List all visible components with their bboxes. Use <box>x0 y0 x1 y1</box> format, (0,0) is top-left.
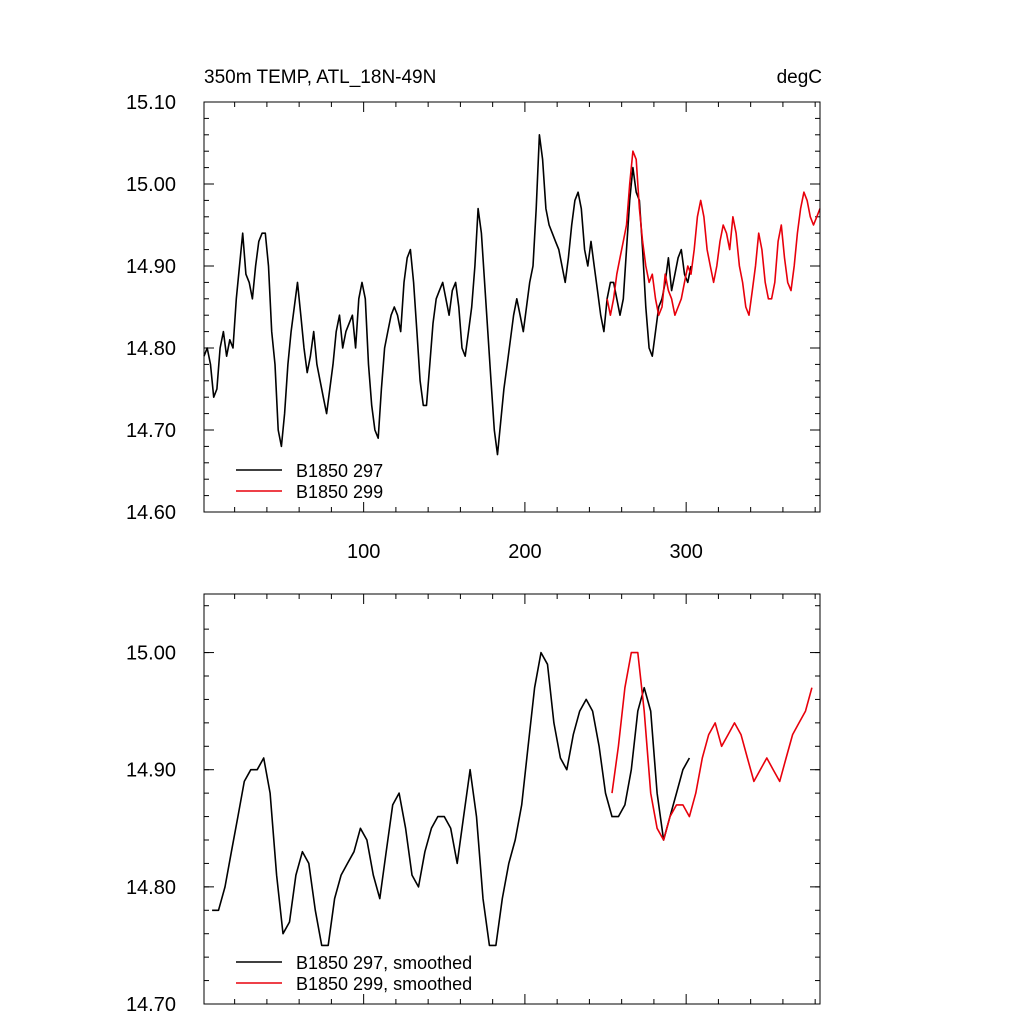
y-tick-label: 14.80 <box>126 877 176 899</box>
top-panel-legend: B1850 297 B1850 299 <box>236 461 383 502</box>
y-tick-label: 15.10 <box>126 92 176 114</box>
y-tick-label: 14.70 <box>126 994 176 1016</box>
top-panel-frame <box>203 101 821 513</box>
x-tick-label: 100 <box>347 541 380 563</box>
bottom-panel-ticks: 14.70 14.80 14.90 15.00 <box>126 594 820 1016</box>
y-tick-label: 14.60 <box>126 502 176 524</box>
y-tick-label: 14.80 <box>126 338 176 360</box>
x-tick-label: 300 <box>669 541 702 563</box>
y-tick-label: 14.90 <box>126 256 176 278</box>
y-tick-label: 15.00 <box>126 643 176 665</box>
y-tick-label: 14.70 <box>126 420 176 442</box>
legend-label-b1850-297: B1850 297 <box>296 461 383 481</box>
bottom-panel-frame <box>203 593 821 1005</box>
legend-label-b1850-299-smoothed: B1850 299, smoothed <box>296 974 472 994</box>
x-tick-label: 200 <box>508 541 541 563</box>
series-line-b1850-297 <box>203 134 692 456</box>
top-panel-units: degC <box>777 67 822 88</box>
bottom-panel-legend: B1850 297, smoothed B1850 299, smoothed <box>236 953 472 994</box>
top-panel-ticks: 14.60 14.70 14.80 14.90 15.00 15.10 100 200 300 <box>126 92 820 563</box>
bottom-panel: 14.70 14.80 14.90 15.00 B1850 297, smoothed… <box>126 593 821 1016</box>
top-panel-title: 350m TEMP, ATL_18N-49N <box>204 67 436 88</box>
y-tick-label: 15.00 <box>126 174 176 196</box>
y-tick-label: 14.90 <box>126 760 176 782</box>
top-panel: 350m TEMP, ATL_18N-49N degC 14.6014.7014… <box>126 67 822 563</box>
legend-label-b1850-297-smoothed: B1850 297, smoothed <box>296 953 472 973</box>
top-panel-series <box>203 134 821 456</box>
series-line-b1850-299 <box>606 150 821 317</box>
legend-label-b1850-299: B1850 299 <box>296 482 383 502</box>
series-line-b1850-297-smoothed <box>212 651 691 947</box>
series-line-b1850-299-smoothed <box>611 651 813 841</box>
bottom-panel-series <box>212 651 813 947</box>
